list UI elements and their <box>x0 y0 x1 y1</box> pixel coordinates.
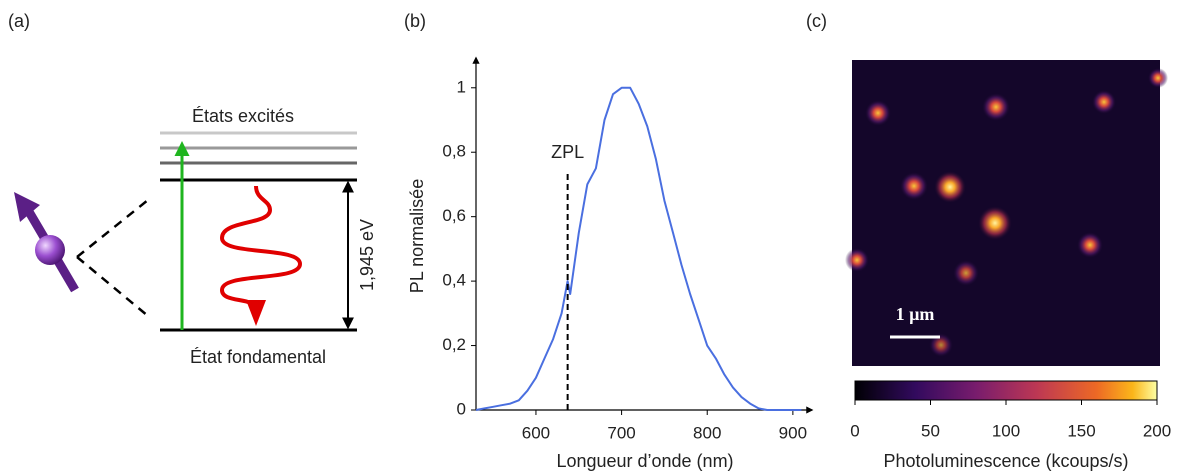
ground-label: État fondamental <box>190 347 326 367</box>
energy-label: 1,945 eV <box>357 219 377 291</box>
y-tick-label: 0,2 <box>442 335 466 354</box>
emitter <box>934 171 966 203</box>
y-tick-label: 1 <box>457 77 466 96</box>
colorbar-tick-label: 100 <box>992 421 1020 440</box>
panel-c: (c) 1 µm Photoluminescence (kcoups/s) 0 5… <box>806 11 1171 471</box>
y-tick-label: 0,8 <box>442 142 466 161</box>
spin-arrow-head <box>14 192 40 222</box>
x-tick-label: 800 <box>693 423 721 442</box>
colorbar-tick-label: 50 <box>921 421 940 440</box>
y-axis-label: PL normalisée <box>407 179 427 293</box>
emitter <box>1092 90 1116 114</box>
emission-wave <box>219 185 303 311</box>
y-tick-label: 0,4 <box>442 271 466 290</box>
excited-label: États excités <box>192 106 294 126</box>
emitter <box>1148 68 1168 88</box>
colorbar <box>854 380 1158 401</box>
emitter <box>953 260 979 286</box>
y-tick-label: 0 <box>457 399 466 418</box>
emitter <box>1077 232 1103 258</box>
panel-b: (b) PL normalisée Longueur d’onde (nm) 0… <box>404 11 814 471</box>
emitters <box>845 68 1168 357</box>
x-tick-label: 900 <box>779 423 807 442</box>
emitter <box>982 93 1010 121</box>
panel-label: (b) <box>404 11 426 31</box>
emitter <box>865 100 891 126</box>
panel-label: (c) <box>806 11 827 31</box>
zoom-lines <box>76 199 149 317</box>
emitter <box>845 248 869 272</box>
zpl-label: ZPL <box>551 142 584 162</box>
scale-bar-label: 1 µm <box>896 304 935 324</box>
colorbar-label: Photoluminescence (kcoups/s) <box>883 451 1128 471</box>
x-tick-label: 600 <box>522 423 550 442</box>
emitter <box>900 172 928 200</box>
emitter <box>929 333 953 357</box>
emitter <box>978 206 1012 240</box>
x-axis-label: Longueur d’onde (nm) <box>556 451 733 471</box>
panel-a: (a) 1,945 eV États excités État fondamen… <box>8 11 377 367</box>
x-tick-label: 700 <box>607 423 635 442</box>
spectrum-line <box>475 86 802 411</box>
spin-ball <box>35 235 65 265</box>
emission-head <box>246 300 266 326</box>
colorbar-tick-label: 200 <box>1143 421 1171 440</box>
colorbar-tick-label: 0 <box>850 421 859 440</box>
colorbar-tick-label: 150 <box>1067 421 1095 440</box>
y-tick-label: 0,6 <box>442 206 466 225</box>
panel-label: (a) <box>8 11 30 31</box>
